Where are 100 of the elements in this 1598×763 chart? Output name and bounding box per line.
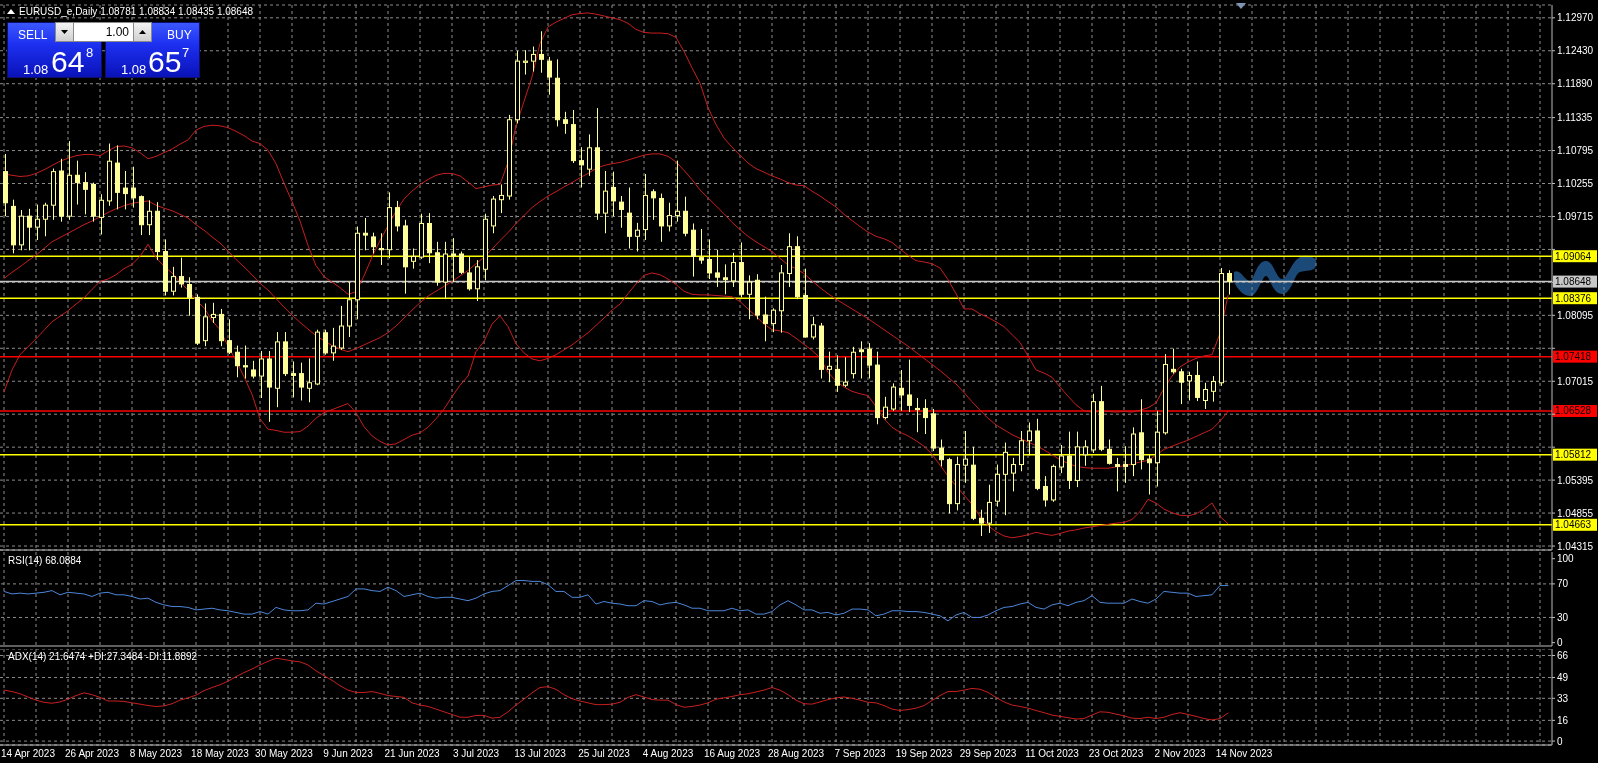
y-tick-label: 1.10795	[1557, 145, 1594, 157]
y-tick-label: 30	[1557, 612, 1569, 624]
x-tick-label: 19 Sep 2023	[895, 748, 953, 760]
candlestick	[907, 359, 912, 413]
candlestick	[939, 439, 944, 467]
line-series	[3, 243, 1229, 539]
annotation: 64	[51, 45, 85, 78]
y-tick-label: 70	[1557, 578, 1569, 590]
annotation: BUY	[167, 28, 192, 42]
candlestick	[1147, 454, 1152, 495]
candlestick	[467, 256, 472, 292]
candlestick	[707, 238, 712, 280]
x-tick-label: 8 May 2023	[129, 748, 183, 760]
y-tick-label: 1.07015	[1557, 375, 1594, 387]
x-tick-label: 7 Sep 2023	[834, 748, 887, 760]
candlestick	[211, 302, 216, 324]
candlestick	[547, 56, 552, 96]
x-tick-label: 4 Aug 2023	[642, 748, 694, 760]
ref-line-label: 1.08376	[1555, 292, 1592, 304]
x-tick-label: 30 May 2023	[255, 748, 314, 760]
x-tick-label: 9 Jun 2023	[323, 748, 374, 760]
candlestick	[339, 305, 344, 351]
candlestick	[563, 111, 568, 135]
candlestick	[731, 252, 736, 288]
candlestick	[587, 133, 592, 177]
candlestick	[979, 509, 984, 537]
candlestick	[395, 200, 400, 232]
candlestick	[851, 346, 856, 380]
candlestick	[1203, 382, 1208, 410]
chart-title: RSI(14) 68.0884	[8, 555, 82, 567]
candlestick	[1211, 375, 1216, 403]
x-tick-label: 18 May 2023	[191, 748, 250, 760]
candlestick	[539, 30, 544, 74]
candlestick	[579, 146, 584, 188]
chart-title: ADX(14) 21.6474 +DI:27.3484 -DI:11.8892	[8, 651, 198, 663]
candlestick	[171, 266, 176, 296]
candlestick	[1123, 445, 1128, 484]
candlestick	[323, 329, 328, 356]
candlestick	[203, 302, 208, 347]
candlestick	[1115, 457, 1120, 492]
candlestick	[123, 170, 128, 210]
candlestick	[227, 318, 232, 355]
candlestick	[699, 228, 704, 265]
annotation: 65	[148, 45, 182, 78]
y-tick-label: 1.09715	[1557, 211, 1594, 223]
candlestick	[331, 327, 336, 362]
y-tick-label: 0	[1557, 637, 1563, 649]
candlestick	[299, 362, 304, 401]
candlestick	[291, 360, 296, 398]
candlestick	[131, 166, 136, 209]
candlestick	[235, 345, 240, 378]
annotation: 1.00	[105, 25, 129, 39]
candlestick	[1027, 421, 1032, 456]
candlestick	[1227, 269, 1232, 296]
y-tick-label: 1.10255	[1557, 178, 1594, 190]
candlestick	[723, 263, 728, 295]
number-field: 1.00	[74, 22, 133, 42]
candlestick	[619, 195, 624, 229]
y-tick-label: 16	[1557, 714, 1569, 726]
candlestick	[451, 237, 456, 283]
candlestick	[675, 160, 680, 223]
candlestick	[475, 259, 480, 302]
candlestick	[835, 354, 840, 393]
ref-line-label: 1.07418	[1555, 351, 1592, 363]
annotation: 8	[86, 45, 94, 60]
candlestick	[1003, 442, 1008, 516]
y-tick-label: 1.08095	[1557, 309, 1594, 321]
candlestick	[99, 193, 104, 235]
candlestick	[411, 248, 416, 270]
candlestick	[603, 170, 608, 234]
candlestick	[243, 345, 248, 380]
ref-line-label: 1.08648	[1555, 276, 1592, 288]
ref-line-label: 1.09064	[1555, 250, 1592, 262]
y-tick-label: 1.04855	[1557, 507, 1594, 519]
candlestick	[611, 171, 616, 217]
chart-title: EURUSD_e,Daily 1.08781 1.08834 1.08435 1.08648	[19, 6, 254, 18]
y-tick-label: 1.11335	[1557, 112, 1593, 124]
annotation: SELL	[18, 28, 48, 42]
x-tick-label: 14 Nov 2023	[1215, 748, 1273, 760]
y-tick-label: 100	[1557, 553, 1575, 565]
candlestick	[635, 222, 640, 253]
candlestick	[1179, 368, 1184, 405]
candlestick	[1195, 360, 1200, 402]
y-tick-label: 66	[1557, 650, 1569, 662]
candlestick	[1059, 444, 1064, 474]
annotation: 1.08	[23, 62, 49, 77]
candlestick	[923, 398, 928, 435]
candlestick	[843, 356, 848, 388]
candlestick	[1171, 348, 1176, 375]
candlestick	[43, 202, 48, 237]
ref-line-label: 1.06528	[1555, 405, 1592, 417]
candlestick	[811, 316, 816, 340]
candlestick	[27, 208, 32, 251]
candlestick	[1019, 430, 1024, 472]
candlestick	[867, 342, 872, 380]
line-series	[3, 580, 1229, 622]
y-tick-label: 49	[1557, 672, 1569, 684]
y-tick-label: 1.04315	[1557, 540, 1594, 552]
candlestick	[187, 276, 192, 317]
candlestick	[763, 296, 768, 342]
